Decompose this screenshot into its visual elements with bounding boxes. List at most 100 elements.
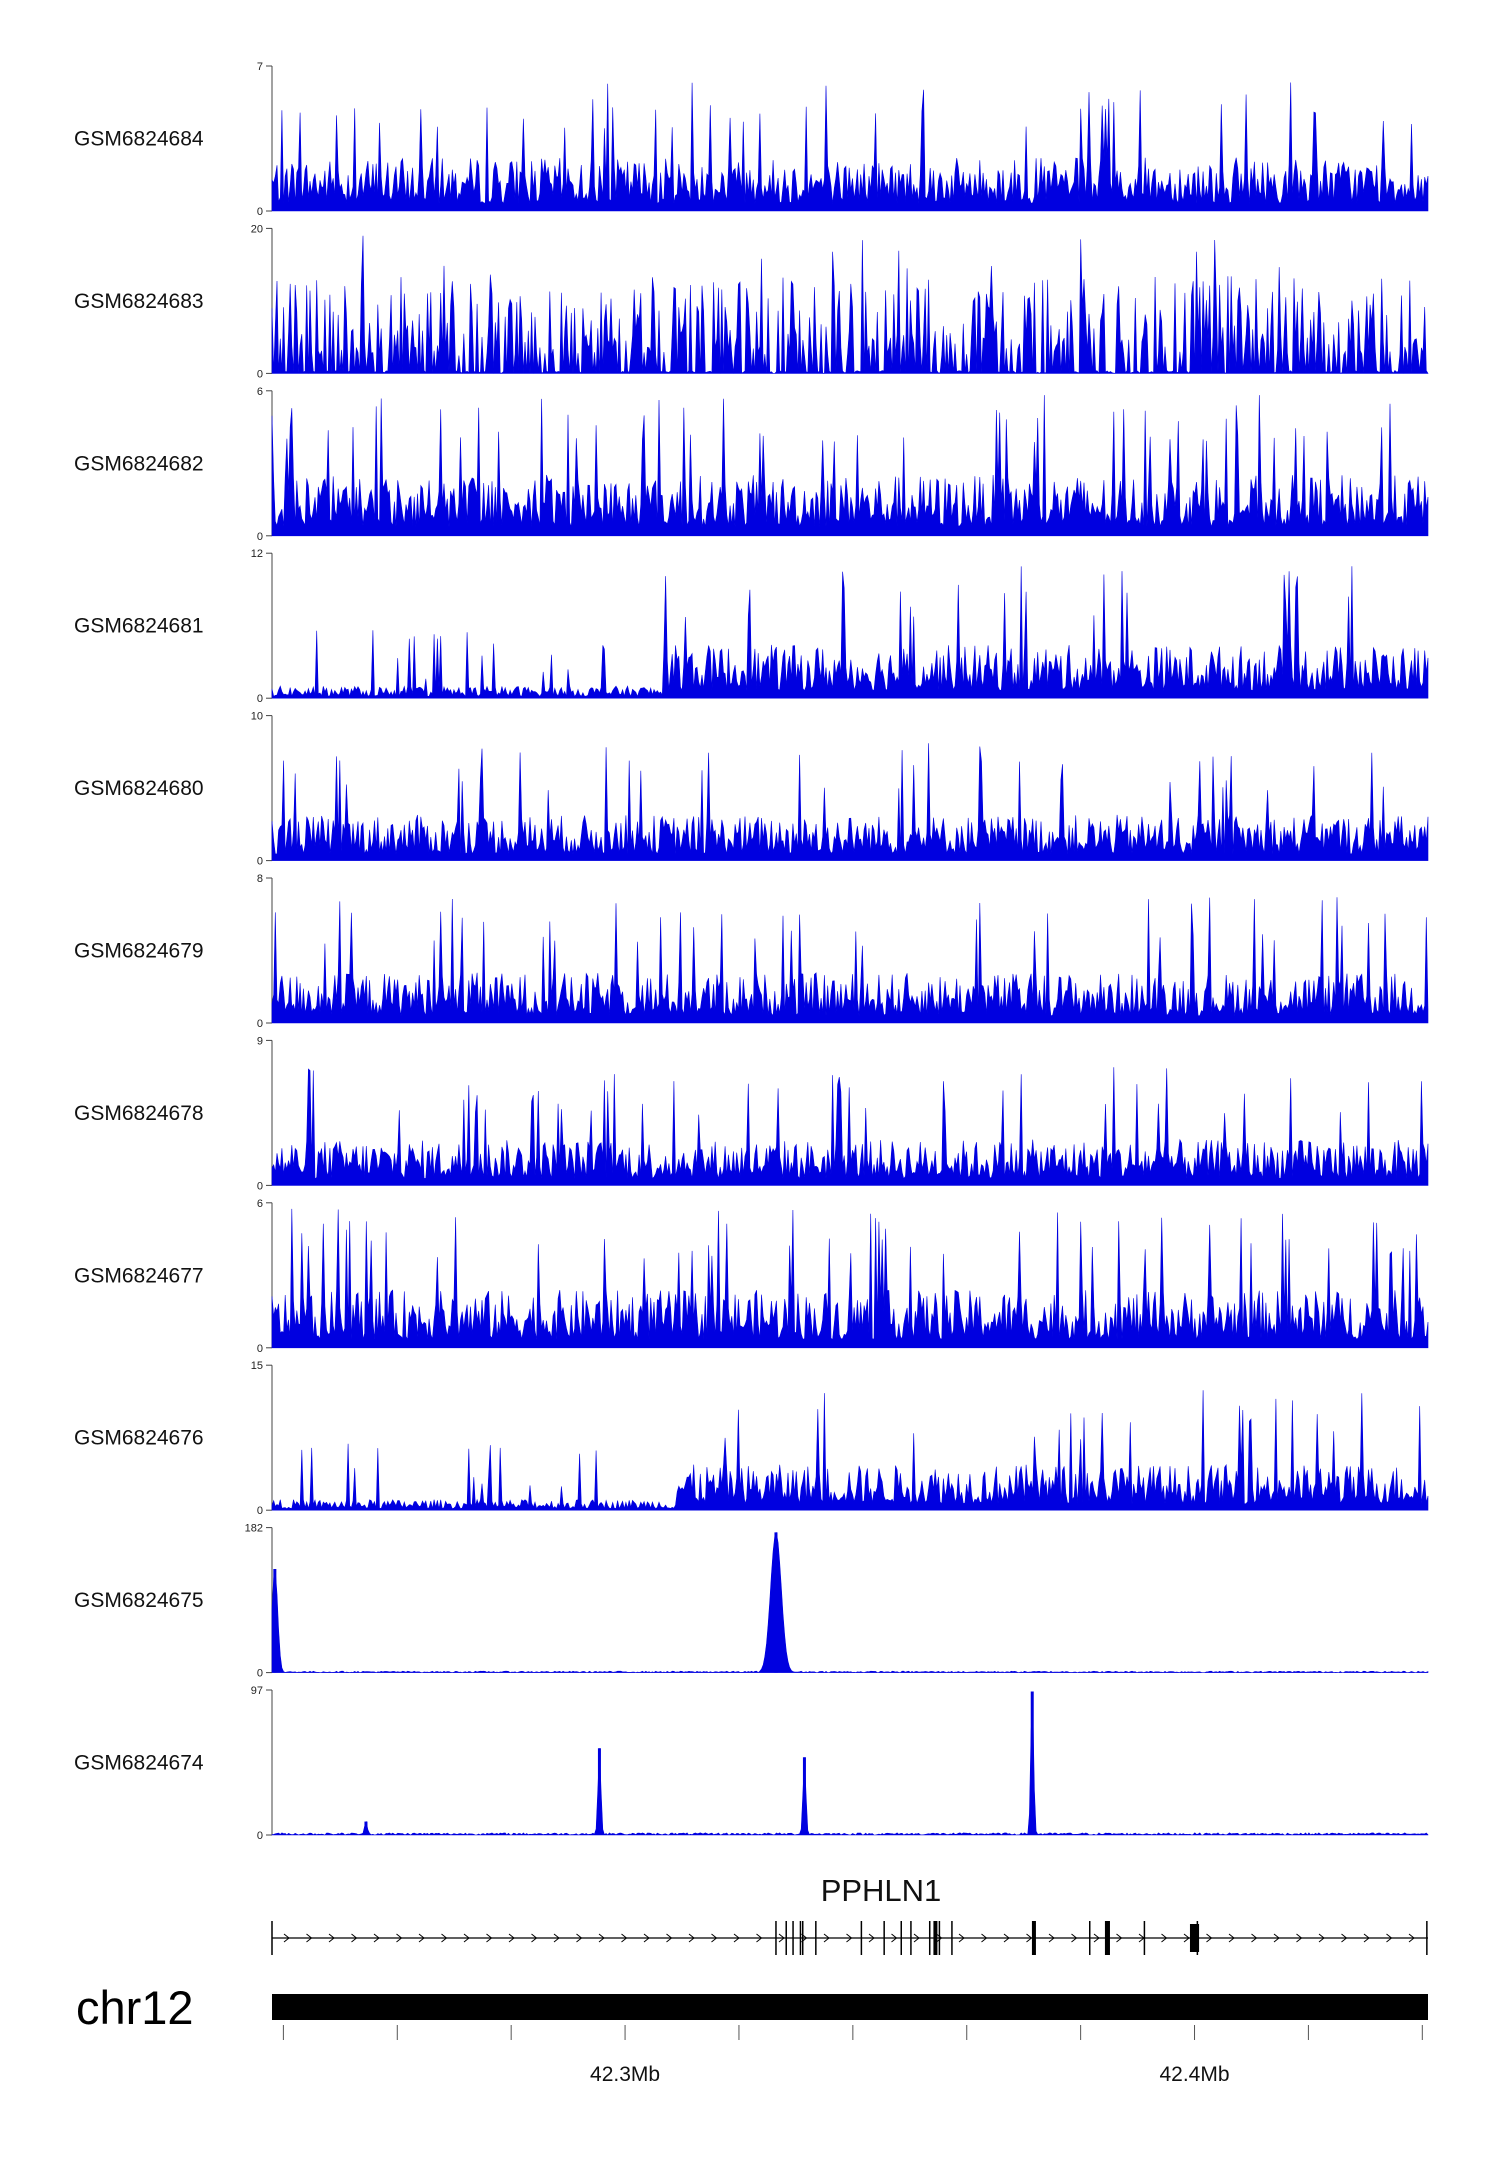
track-GSM6824679: GSM6824679 8 0 — [74, 873, 1429, 1030]
strand-arrow-icon — [598, 1933, 605, 1943]
strand-arrow-icon — [306, 1933, 313, 1943]
y-min-label: 0 — [257, 856, 263, 868]
track-GSM6824684: GSM6824684 7 0 — [74, 61, 1429, 218]
y-max-label: 20 — [251, 223, 263, 235]
x-tick-label: 42.4Mb — [1159, 2063, 1229, 2086]
strand-arrow-icon — [576, 1933, 583, 1943]
y-min-label: 0 — [257, 1180, 263, 1192]
y-max-label: 6 — [257, 386, 263, 398]
strand-arrow-icon — [508, 1933, 515, 1943]
track-label: GSM6824683 — [74, 290, 204, 313]
signal-area — [271, 566, 1429, 699]
strand-arrow-icon — [666, 1933, 673, 1943]
y-min-label: 0 — [257, 1343, 263, 1355]
y-max-label: 6 — [257, 1198, 263, 1210]
strand-arrow-icon — [1363, 1933, 1370, 1943]
strand-arrow-icon — [1341, 1933, 1348, 1943]
track-GSM6824681: GSM6824681 12 0 — [74, 548, 1429, 705]
strand-arrow-icon — [823, 1933, 830, 1943]
track-GSM6824680: GSM6824680 10 0 — [74, 711, 1429, 868]
strand-arrow-icon — [1161, 1933, 1168, 1943]
y-max-label: 9 — [257, 1035, 263, 1047]
track-label: GSM6824677 — [74, 1264, 204, 1287]
y-min-label: 0 — [257, 1668, 263, 1680]
strand-arrow-icon — [351, 1933, 358, 1943]
y-min-label: 0 — [257, 206, 263, 218]
strand-arrow-icon — [1026, 1933, 1033, 1943]
strand-arrow-icon — [441, 1933, 448, 1943]
gene-model — [271, 1921, 1428, 1955]
y-min-label: 0 — [257, 693, 263, 705]
track-GSM6824676: GSM6824676 15 0 — [74, 1360, 1429, 1517]
strand-arrow-icon — [1206, 1933, 1213, 1943]
gene-coding-exon — [1031, 1921, 1036, 1955]
signal-area — [271, 1531, 1429, 1673]
y-max-label: 8 — [257, 873, 263, 885]
strand-arrow-icon — [868, 1933, 875, 1943]
strand-arrow-icon — [1183, 1933, 1190, 1943]
track-label: GSM6824680 — [74, 777, 204, 800]
track-GSM6824678: GSM6824678 9 0 — [74, 1035, 1429, 1192]
signal-area — [271, 82, 1429, 212]
y-min-label: 0 — [257, 1018, 263, 1030]
strand-arrow-icon — [1273, 1933, 1280, 1943]
y-max-label: 182 — [245, 1523, 263, 1535]
strand-arrow-icon — [531, 1933, 538, 1943]
track-label: GSM6824678 — [74, 1102, 204, 1125]
strand-arrow-icon — [621, 1933, 628, 1943]
strand-arrow-icon — [463, 1933, 470, 1943]
signal-area — [271, 1208, 1429, 1349]
gene-coding-exon — [933, 1921, 938, 1955]
strand-arrow-icon — [1318, 1933, 1325, 1943]
track-label: GSM6824682 — [74, 452, 204, 475]
y-min-label: 0 — [257, 1830, 263, 1842]
signal-area — [271, 395, 1429, 537]
strand-arrow-icon — [1093, 1933, 1100, 1943]
strand-arrow-icon — [396, 1933, 403, 1943]
strand-arrow-icon — [1296, 1933, 1303, 1943]
strand-arrow-icon — [1251, 1933, 1258, 1943]
strand-arrow-icon — [981, 1933, 988, 1943]
track-GSM6824682: GSM6824682 6 0 — [74, 386, 1429, 543]
track-GSM6824683: GSM6824683 20 0 — [74, 223, 1429, 380]
chromosome-track: chr12 42.3Mb 42.4Mb — [76, 1981, 1428, 2086]
strand-arrow-icon — [643, 1933, 650, 1943]
track-label: GSM6824679 — [74, 940, 204, 963]
strand-arrow-icon — [891, 1933, 898, 1943]
strand-arrow-icon — [283, 1933, 290, 1943]
x-tick-label: 42.3Mb — [590, 2063, 660, 2086]
strand-arrow-icon — [373, 1933, 380, 1943]
strand-arrow-icon — [553, 1933, 560, 1943]
signal-area — [271, 1700, 1429, 1836]
genomic-axis: 42.3Mb 42.4Mb — [282, 2025, 1423, 2086]
y-max-label: 10 — [251, 711, 263, 723]
strand-arrow-icon — [936, 1933, 943, 1943]
strand-arrow-icon — [1071, 1933, 1078, 1943]
strand-arrow-icon — [733, 1933, 740, 1943]
strand-arrow-icon — [328, 1933, 335, 1943]
strand-arrow-icon — [486, 1933, 493, 1943]
y-min-label: 0 — [257, 531, 263, 543]
signal-tracks: GSM682468470GSM6824683200GSM682468260GSM… — [74, 61, 1429, 1842]
track-label: GSM6824675 — [74, 1589, 204, 1612]
y-max-label: 15 — [251, 1360, 263, 1372]
signal-area — [271, 235, 1429, 375]
strand-arrow-icon — [711, 1933, 718, 1943]
gene-coding-block — [1189, 1924, 1200, 1952]
y-max-label: 97 — [251, 1685, 263, 1697]
strand-arrow-icon — [1408, 1933, 1415, 1943]
strand-arrow-icon — [756, 1933, 763, 1943]
strand-arrow-icon — [688, 1933, 695, 1943]
gene-coding-exon — [1105, 1921, 1110, 1955]
signal-area — [271, 897, 1429, 1024]
gene-annotation-track: PPHLN1 — [271, 1873, 1428, 1955]
track-label: GSM6824681 — [74, 615, 204, 638]
track-label: GSM6824676 — [74, 1427, 204, 1450]
signal-area — [271, 1390, 1429, 1511]
strand-arrow-icon — [846, 1933, 853, 1943]
track-label: GSM6824674 — [74, 1752, 204, 1775]
y-max-label: 7 — [257, 61, 263, 73]
track-label: GSM6824684 — [74, 128, 204, 151]
